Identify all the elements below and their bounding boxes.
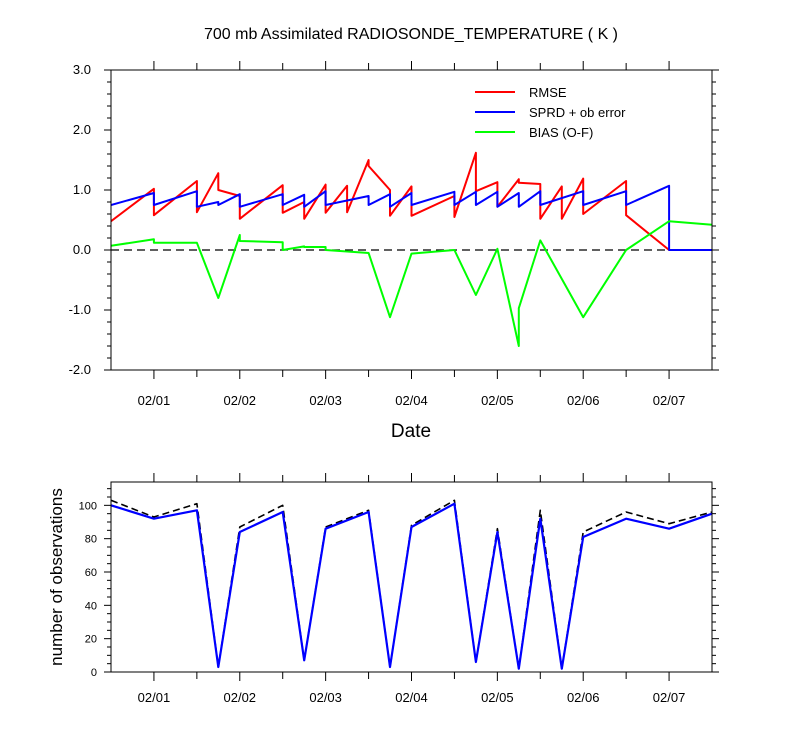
bottom-panel-ticks — [104, 473, 719, 681]
x-tick-label: 02/06 — [567, 690, 600, 705]
x-tick-label: 02/04 — [395, 690, 428, 705]
top-panel-ticks — [104, 61, 719, 379]
observations-line-possible — [111, 499, 712, 670]
y-tick-label: 3.0 — [73, 62, 91, 77]
bottom-panel-frame — [110, 481, 713, 673]
x-tick-label: 02/05 — [481, 690, 514, 705]
top-panel-series — [111, 151, 712, 347]
x-tick-label: 02/02 — [224, 393, 257, 408]
y-tick-label: 60 — [85, 567, 97, 579]
chart-title: 700 mb Assimilated RADIOSONDE_TEMPERATUR… — [204, 26, 618, 43]
observations-line-assimilated — [111, 502, 712, 670]
series-line-sprd-ob-error — [111, 184, 712, 251]
bottom-panel-x-tick-labels: 02/01 02/02 02/03 02/04 02/05 02/06 02/07 — [138, 690, 686, 705]
x-axis-label: Date — [391, 421, 431, 442]
y-tick-label: 100 — [79, 500, 97, 512]
bottom-panel-y-tick-labels: 100 80 60 40 20 0 — [79, 500, 97, 679]
x-tick-label: 02/03 — [309, 690, 342, 705]
y-tick-label: 20 — [85, 634, 97, 646]
x-tick-label: 02/06 — [567, 393, 600, 408]
legend: RMSE SPRD + ob error BIAS (O-F) — [475, 85, 626, 140]
x-tick-label: 02/07 — [653, 393, 686, 408]
series-line-bias-o-f — [111, 220, 712, 347]
top-panel-x-tick-labels: 02/01 02/02 02/03 02/04 02/05 02/06 02/07 — [138, 393, 686, 408]
y-tick-label: 2.0 — [73, 122, 91, 137]
legend-label: RMSE — [529, 85, 567, 100]
legend-label: BIAS (O-F) — [529, 125, 593, 140]
y-tick-label: -1.0 — [69, 302, 91, 317]
x-tick-label: 02/01 — [138, 690, 171, 705]
y-tick-label: 0 — [91, 667, 97, 679]
y-tick-label: 1.0 — [73, 182, 91, 197]
x-tick-label: 02/02 — [224, 690, 257, 705]
top-panel-y-tick-labels: 3.0 2.0 1.0 0.0 -1.0 -2.0 — [69, 62, 91, 377]
legend-label: SPRD + ob error — [529, 105, 626, 120]
y-tick-label: -2.0 — [69, 362, 91, 377]
x-tick-label: 02/03 — [309, 393, 342, 408]
x-tick-label: 02/05 — [481, 393, 514, 408]
y-tick-label: 0.0 — [73, 242, 91, 257]
y-axis-label-observations: number of observations — [47, 488, 66, 666]
x-tick-label: 02/07 — [653, 690, 686, 705]
x-tick-label: 02/04 — [395, 393, 428, 408]
x-tick-label: 02/01 — [138, 393, 171, 408]
bottom-panel-series — [111, 499, 712, 670]
y-tick-label: 40 — [85, 600, 97, 612]
y-tick-label: 80 — [85, 534, 97, 546]
